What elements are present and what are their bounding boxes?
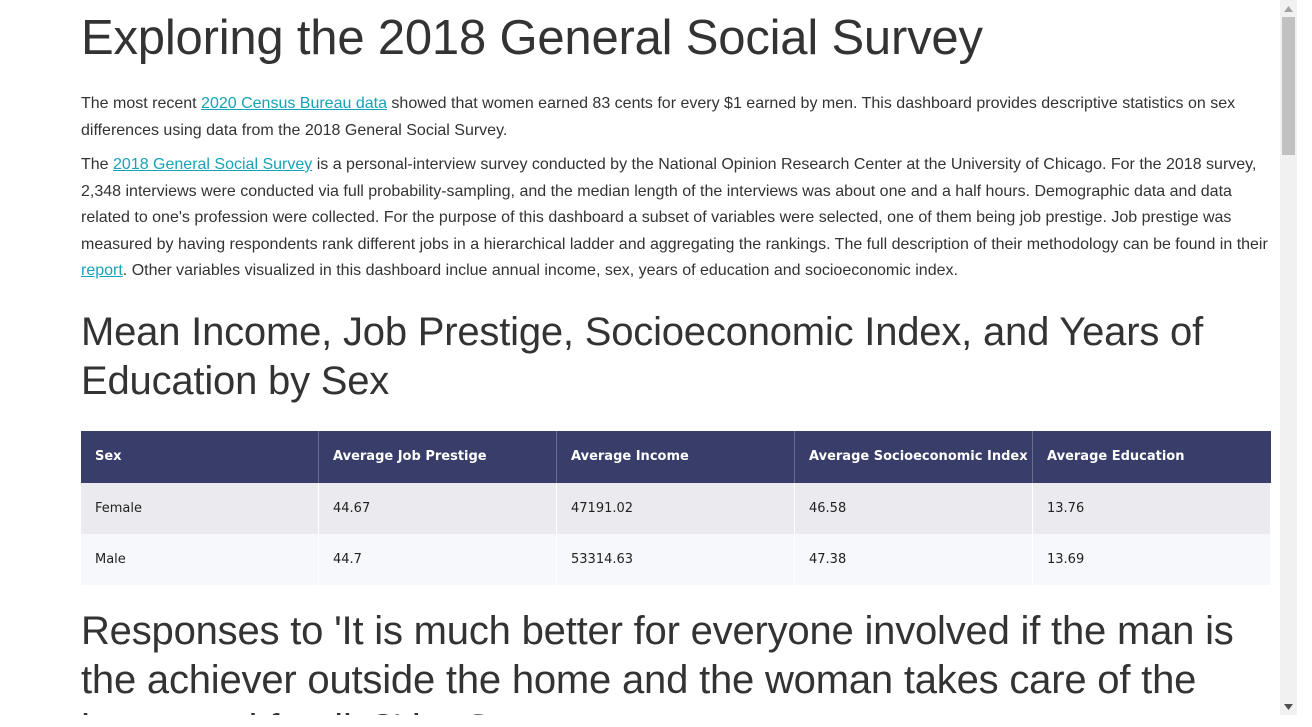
header-education[interactable]: Average Education (1047, 449, 1185, 464)
means-table: Sex Average Job Prestige Average Income … (81, 430, 1271, 585)
intro2-post: . Other variables visualized in this das… (122, 262, 958, 279)
table-cell: Male (81, 533, 319, 585)
intro1-post: showed that women earned 83 cents for ev… (81, 95, 1236, 139)
table-cell: 46.58 (795, 482, 1033, 534)
vertical-scrollbar[interactable] (1280, 0, 1297, 715)
bottom-edge (0, 715, 1312, 727)
gss-link[interactable]: 2018 General Social Survey (113, 156, 313, 173)
header-income[interactable]: Average Income (557, 430, 795, 483)
table-cell: Female (81, 482, 319, 534)
header-job-prestige[interactable]: Average Job Prestige (319, 430, 557, 483)
header-sex[interactable]: Sex (81, 430, 319, 483)
page-title: Exploring the 2018 General Social Survey (81, 11, 983, 65)
report-link[interactable]: report (81, 262, 123, 279)
table-row: Female 44.67 47191.02 46.58 13.76 (81, 482, 1271, 534)
table-cell: 13.76 (1033, 482, 1271, 534)
intro-paragraph-1: The most recent 2020 Census Bureau data … (81, 91, 1273, 144)
intro2-pre: The (81, 156, 114, 173)
table-cell: 44.7 (319, 533, 557, 585)
section-title-responses: Responses to 'It is much better for ever… (81, 608, 1234, 716)
main-content: Exploring the 2018 General Social Survey… (81, 0, 1273, 715)
scroll-down-arrow-icon[interactable] (1280, 698, 1297, 715)
section-title-means: Mean Income, Job Prestige, Socioeconomic… (81, 309, 1204, 403)
census-bureau-link[interactable]: 2020 Census Bureau data (201, 95, 387, 112)
scrollbar-thumb[interactable] (1282, 17, 1295, 155)
table-cell: 47.38 (795, 533, 1033, 585)
table-cell: 47191.02 (557, 482, 795, 534)
intro-paragraph-2: The 2018 General Social Survey is a pers… (81, 152, 1273, 285)
intro1-pre: The most recent (81, 95, 202, 112)
table-header-row: Sex Average Job Prestige Average Income … (81, 430, 1271, 483)
table-row: Male 44.7 53314.63 47.38 13.69 (81, 533, 1271, 585)
table-cell: 53314.63 (557, 533, 795, 585)
scroll-up-arrow-icon[interactable] (1280, 0, 1297, 17)
table-cell: 44.67 (319, 482, 557, 534)
table-cell: 13.69 (1033, 533, 1271, 585)
header-socioeconomic-index[interactable]: Average Socioeconomic Index (795, 430, 1033, 483)
page-viewport: Exploring the 2018 General Social Survey… (81, 0, 1297, 715)
intro2-mid: is a personal-interview survey conducted… (81, 156, 1268, 253)
